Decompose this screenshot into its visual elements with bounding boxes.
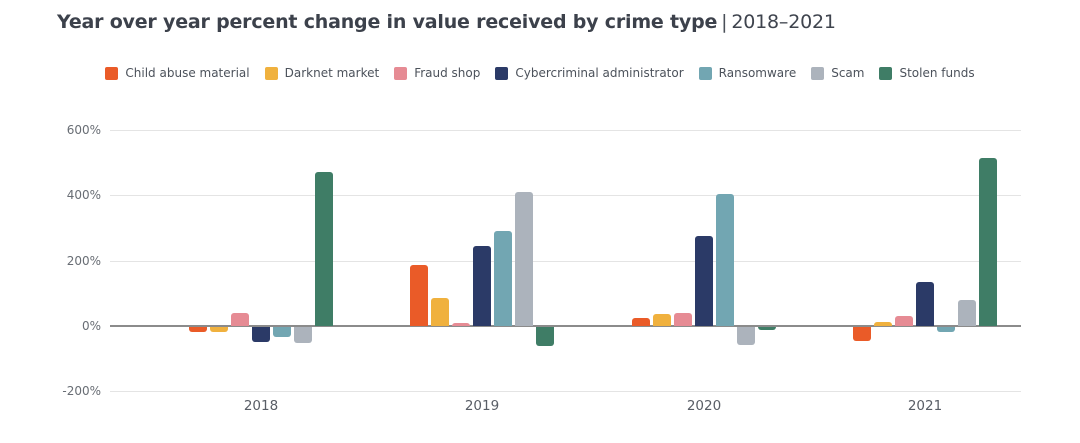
chart-title-separator: | xyxy=(721,11,728,33)
legend-item-cybercriminal-administrator: Cybercriminal administrator xyxy=(495,66,684,80)
bar-child-abuse-material-2020 xyxy=(632,317,650,326)
bar-darknet-market-2021 xyxy=(874,321,892,326)
bar-stolen-funds-2021 xyxy=(979,157,997,326)
bar-ransomware-2018 xyxy=(273,326,291,337)
bar-ransomware-2020 xyxy=(716,193,734,326)
bar-fraud-shop-2020 xyxy=(674,313,692,326)
legend-label: Cybercriminal administrator xyxy=(515,66,684,80)
bar-darknet-market-2018 xyxy=(210,326,228,332)
legend-item-scam: Scam xyxy=(811,66,864,80)
legend-swatch-darknet-market xyxy=(264,66,278,80)
bar-scam-2018 xyxy=(294,326,312,343)
x-axis-label-2018: 2018 xyxy=(243,398,279,414)
legend-label: Stolen funds xyxy=(899,66,975,80)
x-axis-label-2019: 2019 xyxy=(464,398,500,414)
legend-label: Child abuse material xyxy=(125,66,250,80)
legend-label: Ransomware xyxy=(718,66,797,80)
bar-ransomware-2019 xyxy=(494,231,512,326)
bar-darknet-market-2020 xyxy=(653,314,671,326)
x-axis-label-2020: 2020 xyxy=(686,398,722,414)
chart-title-period: 2018–2021 xyxy=(731,11,836,33)
bar-fraud-shop-2019 xyxy=(452,323,470,326)
bar-fraud-shop-2021 xyxy=(895,316,913,326)
legend-swatch-fraud-shop xyxy=(394,66,408,80)
gridline-400 xyxy=(110,195,1021,197)
legend-item-ransomware: Ransomware xyxy=(698,66,797,80)
y-axis-tick-label: 200% xyxy=(66,253,101,268)
bar-cybercriminal-administrator-2018 xyxy=(252,326,270,342)
y-axis-tick-label: 600% xyxy=(66,123,101,137)
bar-stolen-funds-2018 xyxy=(315,172,333,326)
bar-ransomware-2021 xyxy=(937,326,955,332)
chart-title-main: Year over year percent change in value r… xyxy=(57,11,718,33)
y-axis-tick-label: 0% xyxy=(81,318,101,333)
bar-scam-2019 xyxy=(515,192,533,326)
bar-stolen-funds-2020 xyxy=(758,326,776,330)
bar-darknet-market-2019 xyxy=(431,298,449,326)
legend-item-fraud-shop: Fraud shop xyxy=(394,66,480,80)
bar-child-abuse-material-2021 xyxy=(853,326,871,341)
bar-child-abuse-material-2019 xyxy=(410,265,428,326)
legend-label: Scam xyxy=(831,66,865,80)
legend-label: Fraud shop xyxy=(414,66,481,80)
legend-item-child-abuse-material: Child abuse material xyxy=(105,66,250,80)
bar-cybercriminal-administrator-2019 xyxy=(473,245,491,326)
y-axis-tick-label: -200% xyxy=(62,384,101,399)
legend-item-darknet-market: Darknet market xyxy=(264,66,380,80)
gridline--200 xyxy=(110,391,1021,393)
legend-item-stolen-funds: Stolen funds xyxy=(879,66,975,80)
bar-scam-2020 xyxy=(737,326,755,345)
gridline-200 xyxy=(110,260,1021,262)
gridline-600 xyxy=(110,130,1021,131)
legend-swatch-stolen-funds xyxy=(879,66,893,80)
chart-title: Year over year percent change in value r… xyxy=(57,11,836,33)
plot-area: 600% 400% 200% 0% -200% 2018 2019 2020 2021 xyxy=(62,123,1021,414)
bar-child-abuse-material-2018 xyxy=(189,326,207,332)
legend-swatch-cybercriminal-administrator xyxy=(495,66,509,80)
legend-label: Darknet market xyxy=(284,66,380,80)
bar-fraud-shop-2018 xyxy=(231,312,249,326)
y-axis-tick-label: 400% xyxy=(66,188,101,203)
bar-cybercriminal-administrator-2021 xyxy=(916,281,934,326)
zero-axis-line xyxy=(110,324,1021,327)
x-axis-label-2021: 2021 xyxy=(907,398,943,414)
chart-legend: Child abuse material Darknet market Fraud … xyxy=(0,66,1080,80)
bar-scam-2021 xyxy=(958,299,976,326)
legend-swatch-ransomware xyxy=(698,66,712,80)
legend-swatch-scam xyxy=(811,66,825,80)
legend-swatch-child-abuse-material xyxy=(105,66,119,80)
bar-cybercriminal-administrator-2020 xyxy=(695,236,713,326)
bar-stolen-funds-2019 xyxy=(536,326,554,347)
